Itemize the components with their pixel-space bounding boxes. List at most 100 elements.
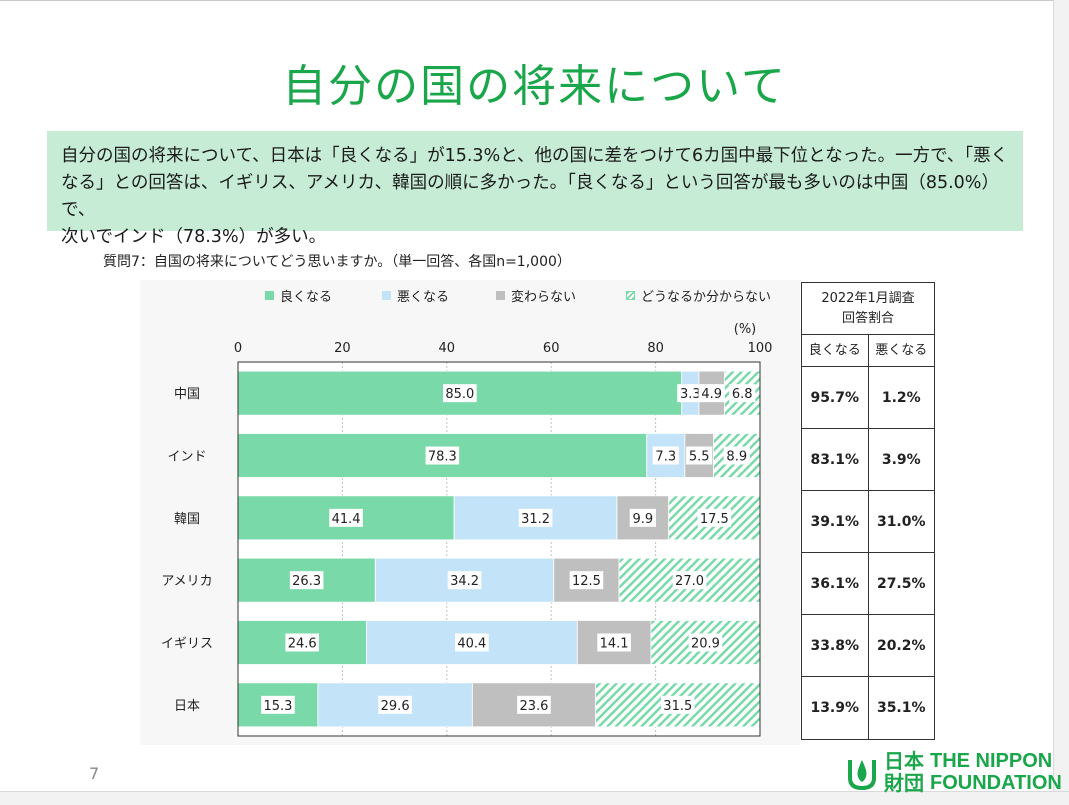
slide-top-border <box>0 0 1069 1</box>
plot-area <box>238 362 760 736</box>
comparison-row: 13.9% 35.1% <box>802 677 934 739</box>
x-tick-label: 20 <box>334 341 351 356</box>
plot-frame <box>237 361 761 737</box>
legend-item-unknown: どうなるか分からない <box>626 287 771 305</box>
slide-bottom-border <box>0 791 1069 805</box>
comparison-table-subheader: 良くなる 悪くなる <box>802 335 934 367</box>
bar-segment <box>618 557 761 603</box>
legend-label-bad: 悪くなる <box>397 289 450 305</box>
comparison-cell-bad: 3.9% <box>881 452 921 468</box>
category-label: インド <box>167 450 206 465</box>
data-label-box <box>629 508 656 527</box>
data-label-box <box>697 508 732 527</box>
category-label: 中国 <box>174 387 200 402</box>
data-label-box <box>378 695 412 714</box>
logo-jp-line-2: 財団 <box>884 771 924 795</box>
comparison-row: 95.7% 1.2% <box>802 367 934 429</box>
data-label-box <box>425 446 460 465</box>
comparison-col-good: 良くなる <box>802 335 869 366</box>
comparison-table-header: 2022年1月調査 回答割合 <box>802 283 934 335</box>
data-label: 14.1 <box>600 637 629 652</box>
data-label: 41.4 <box>332 512 361 527</box>
x-tick-label: 80 <box>647 341 664 356</box>
data-label-box <box>688 633 723 652</box>
data-label-box <box>672 571 707 590</box>
data-label-box <box>677 384 704 403</box>
data-label: 20.9 <box>691 637 720 652</box>
data-label-box <box>329 508 363 527</box>
legend-label-same: 変わらない <box>511 289 577 305</box>
x-tick-label: 0 <box>234 341 242 356</box>
data-label: 26.3 <box>292 574 321 589</box>
data-label-box <box>723 446 750 465</box>
legend-label-good: 良くなる <box>280 289 333 305</box>
data-label-box <box>652 446 679 465</box>
comparison-row: 36.1% 27.5% <box>802 553 934 615</box>
comparison-row: 33.8% 20.2% <box>802 615 934 677</box>
comparison-cell-bad: 31.0% <box>876 514 926 530</box>
data-label-box <box>660 695 695 714</box>
data-label: 78.3 <box>428 450 457 465</box>
x-tick-label: 60 <box>543 341 560 356</box>
comparison-header-line-1: 2022年1月調査 <box>821 291 915 306</box>
foundation-mark-icon <box>848 760 876 791</box>
slide-right-border <box>1053 0 1069 805</box>
comparison-cell-bad: 20.2% <box>876 638 926 654</box>
nippon-foundation-logo: 日本 財団 THE NIPPON FOUNDATION <box>846 748 1062 796</box>
comparison-cell-bad: 1.2% <box>881 390 921 406</box>
data-label: 27.0 <box>675 574 704 589</box>
comparison-col-bad: 悪くなる <box>875 343 928 358</box>
data-label: 15.3 <box>263 699 292 714</box>
category-label: アメリカ <box>161 574 212 589</box>
data-label-box <box>517 695 551 714</box>
page-number: 7 <box>89 764 100 783</box>
data-label-box <box>443 384 477 403</box>
comparison-cell-bad: 35.1% <box>876 700 926 716</box>
category-label: イギリス <box>161 637 213 652</box>
comparison-table: 2022年1月調査 回答割合 良くなる 悪くなる 95.7% 1.2% 83.1… <box>801 282 935 740</box>
data-label: 6.8 <box>732 387 753 402</box>
comparison-header-line-2: 回答割合 <box>841 311 894 326</box>
data-label: 5.5 <box>689 450 710 465</box>
logo-english: THE NIPPON FOUNDATION <box>930 750 1062 794</box>
comparison-cell-good: 36.1% <box>802 553 869 614</box>
logo-japanese: 日本 財団 <box>884 750 928 794</box>
legend-item-bad: 悪くなる <box>382 287 450 305</box>
data-label-box <box>569 571 604 590</box>
comparison-row: 83.1% 3.9% <box>802 429 934 491</box>
logo-en-line-2: FOUNDATION <box>930 772 1062 794</box>
x-tick-label: 100 <box>748 341 773 356</box>
comparison-cell-good: 13.9% <box>802 677 869 739</box>
legend-item-same: 変わらない <box>496 287 577 305</box>
summary-box: 自分の国の将来について、日本は「良くなる」が15.3%と、他の国に差をつけて6カ… <box>47 131 1023 247</box>
data-label-box <box>447 571 482 590</box>
data-label: 9.9 <box>632 512 653 527</box>
data-label-box <box>285 633 320 652</box>
data-label-box <box>686 446 713 465</box>
legend-swatch-good <box>265 290 274 300</box>
summary-line-3: 次いでインド（78.3%）が多い。 <box>61 227 327 247</box>
data-label-box <box>698 384 725 403</box>
data-label-box <box>289 571 324 590</box>
data-label-box <box>261 695 295 714</box>
data-label: 7.3 <box>655 450 676 465</box>
data-label: 24.6 <box>288 637 317 652</box>
legend-swatch-same <box>496 290 505 300</box>
data-label-box <box>455 633 489 652</box>
logo-jp-line-1: 日本 <box>884 749 924 773</box>
legend-swatch-bad <box>382 290 391 300</box>
data-label: 17.5 <box>700 512 729 527</box>
data-label: 34.2 <box>450 574 479 589</box>
x-axis-unit-label: (%) <box>734 322 757 337</box>
comparison-cell-good: 33.8% <box>802 615 869 676</box>
data-label: 3.3 <box>680 387 701 402</box>
data-label-box <box>729 384 756 403</box>
legend-item-good: 良くなる <box>265 287 333 305</box>
summary-line-1: 自分の国の将来について、日本は「良くなる」が15.3%と、他の国に差をつけて6カ… <box>61 146 1009 166</box>
data-label: 31.2 <box>521 512 550 527</box>
comparison-cell-good: 39.1% <box>802 491 869 552</box>
comparison-cell-good: 83.1% <box>802 429 869 490</box>
data-label-box <box>518 508 553 527</box>
